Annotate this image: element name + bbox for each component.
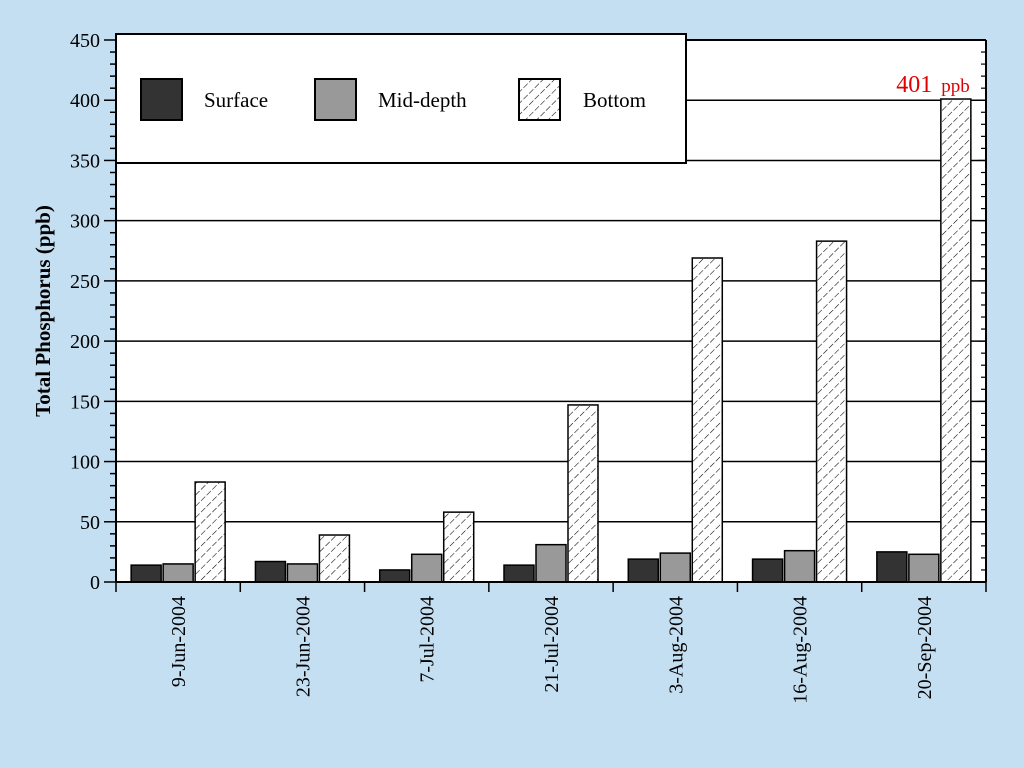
bar-mid-depth-2 [286,563,319,583]
bar-bottom-5 [691,257,724,583]
annotation-number: 401 [896,72,932,98]
y-tick-label: 50 [80,512,100,534]
x-tick-label: 20-Sep-2004 [914,596,936,699]
value-annotation: 401 ppb [896,72,970,98]
x-tick-label: 9-Jun-2004 [168,596,190,687]
x-tick-label: 16-Aug-2004 [790,596,812,704]
y-tick-label: 100 [70,452,100,474]
bar-mid-depth-6 [783,549,816,583]
bars [130,98,972,583]
y-tick-label: 250 [70,271,100,293]
bar-mid-depth-5 [659,552,692,583]
bar-surface-5 [627,558,660,583]
legend-swatch-mid-depth [314,78,357,121]
y-tick-label: 450 [70,30,100,52]
bar-surface-7 [876,551,908,583]
legend: Surface Mid-depth Bottom [115,33,687,164]
y-tick-label: 200 [70,331,100,353]
bar-bottom-7 [940,98,972,583]
legend-swatch-bottom [518,78,561,121]
legend-box [115,33,687,164]
bar-mid-depth-4 [535,543,567,583]
bar-surface-2 [254,560,287,583]
y-tick-label: 150 [70,391,100,413]
bar-mid-depth-7 [908,553,940,583]
y-tick-label: 350 [70,150,100,172]
x-tick-label: 23-Jun-2004 [292,596,314,697]
bar-mid-depth-3 [410,553,443,583]
x-tick-label: 3-Aug-2004 [665,596,687,694]
bar-bottom-3 [442,511,475,583]
bar-mid-depth-1 [162,563,194,583]
bar-bottom-4 [567,404,599,583]
bar-surface-3 [378,569,411,583]
legend-swatch-surface [140,78,183,121]
x-tick-label: 21-Jul-2004 [541,596,563,693]
y-tick-label: 0 [90,572,100,594]
bar-bottom-6 [815,240,848,583]
x-tick-label: 7-Jul-2004 [417,596,439,683]
bar-surface-1 [130,564,162,583]
y-tick-label: 300 [70,211,100,233]
bar-bottom-1 [194,481,226,583]
legend-label-surface: Surface [204,88,268,112]
axes: 0 50 100 150 200 250 300 350 400 450 9-Jun-2004 23-… [70,30,987,704]
bar-bottom-2 [318,534,351,583]
bar-surface-6 [751,558,784,583]
y-axis-label: Total Phosphorus (ppb) [31,205,55,417]
y-tick-label: 400 [70,90,100,112]
annotation-unit: ppb [941,76,970,97]
legend-label-bottom: Bottom [583,88,646,112]
bar-surface-4 [503,564,535,583]
legend-label-mid-depth: Mid-depth [378,88,467,112]
